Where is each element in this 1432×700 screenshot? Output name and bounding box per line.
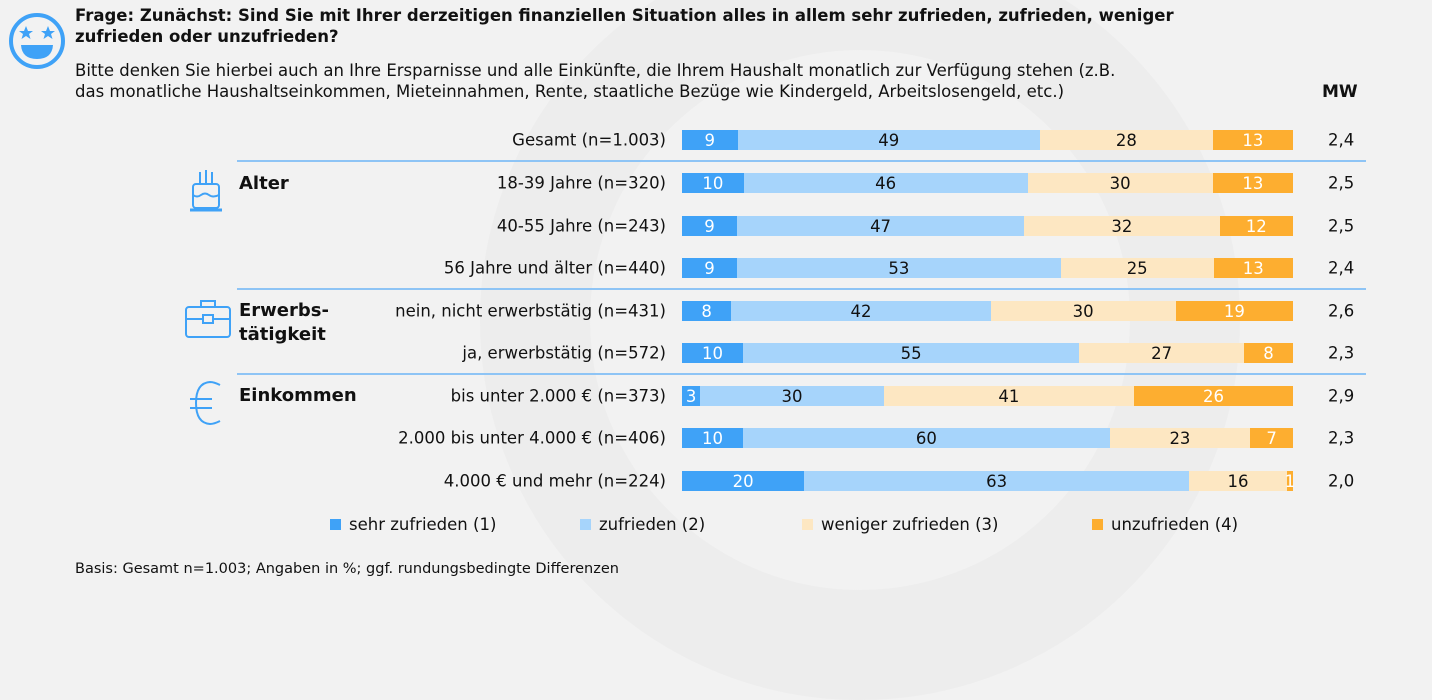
mean-value: 2,3 [1328, 343, 1355, 363]
bar-segment: 60 [743, 428, 1110, 448]
stacked-bar: 10 60 23 7 [682, 428, 1293, 448]
mean-value: 2,5 [1328, 216, 1355, 236]
row-label: bis unter 2.000 € (n=373) [450, 386, 666, 406]
legend-label: zufrieden (2) [599, 515, 706, 534]
stacked-bar: 9 49 28 13 [682, 130, 1293, 150]
bar-segment: 12 [1219, 216, 1293, 236]
bar-segment: 55 [743, 343, 1080, 363]
bar-segment: 3 [682, 386, 701, 406]
mean-value: 2,3 [1328, 428, 1355, 448]
row-label: 4.000 € und mehr (n=224) [443, 471, 666, 491]
legend-item: sehr zufrieden (1) [330, 515, 580, 534]
row-label: 40-55 Jahre (n=243) [496, 216, 666, 236]
bar-segment: 10 [682, 173, 744, 193]
legend: sehr zufrieden (1) zufrieden (2) weniger z… [330, 515, 1262, 534]
bar-segment: 28 [1039, 130, 1213, 150]
mean-value: 2,6 [1328, 301, 1355, 321]
footnote: Basis: Gesamt n=1.003; Angaben in %; ggf… [75, 561, 619, 577]
bar-segment: 10 [682, 343, 744, 363]
row-label: ja, erwerbstätig (n=572) [462, 343, 666, 363]
group-label-alter: Alter [239, 173, 289, 194]
row-label: 18-39 Jahre (n=320) [496, 173, 666, 193]
bar-segment: 7 [1250, 428, 1293, 448]
mean-value: 2,9 [1328, 386, 1355, 406]
stacked-bar: 8 42 30 19 [682, 301, 1293, 321]
birthday-cake-icon [190, 170, 222, 212]
legend-label: sehr zufrieden (1) [349, 515, 497, 534]
bar-segment: 47 [736, 216, 1025, 236]
legend-item: zufrieden (2) [580, 515, 802, 534]
stacked-bar: 20 63 16 1 [682, 471, 1296, 491]
mean-value-header: MW [1322, 82, 1358, 102]
starry-eyed-smiley-icon [9, 13, 65, 69]
euro-icon [190, 380, 221, 426]
mean-value: 2,4 [1328, 130, 1355, 150]
legend-label: unzufrieden (4) [1111, 515, 1239, 534]
bar-segment: 1 [1284, 471, 1296, 491]
mean-value: 2,0 [1328, 471, 1355, 491]
bar-segment: 13 [1212, 173, 1293, 193]
bar-segment: 9 [682, 130, 738, 150]
legend-swatch [1092, 519, 1103, 530]
legend-label: weniger zufrieden (3) [821, 515, 999, 534]
stacked-bar: 3 30 41 26 [682, 386, 1293, 406]
legend-swatch [330, 519, 341, 530]
question-note: Bitte denken Sie hierbei auch an Ihre Er… [75, 61, 1116, 101]
legend-item: weniger zufrieden (3) [802, 515, 1092, 534]
row-label: Gesamt (n=1.003) [512, 130, 666, 150]
stacked-bar: 9 47 32 12 [682, 216, 1293, 236]
bar-segment: 63 [804, 471, 1190, 491]
divider [237, 160, 1366, 162]
bar-segment: 23 [1109, 428, 1251, 448]
bar-segment: 30 [700, 386, 884, 406]
bar-segment: 30 [990, 301, 1176, 321]
stacked-bar: 9 53 25 13 [682, 258, 1293, 278]
bar-segment: 10 [682, 428, 744, 448]
bar-segment: 8 [682, 301, 732, 321]
legend-item: unzufrieden (4) [1092, 515, 1262, 534]
bar-segment: 13 [1213, 258, 1293, 278]
bar-segment: 42 [731, 301, 991, 321]
bar-segment: 32 [1024, 216, 1220, 236]
mean-value: 2,5 [1328, 173, 1355, 193]
legend-swatch [802, 519, 813, 530]
bar-segment: 20 [682, 471, 805, 491]
briefcase-icon [185, 300, 231, 338]
bar-segment: 8 [1244, 343, 1293, 363]
group-label-erwerbstaetigkeit: Erwerbs- tätigkeit [239, 300, 329, 345]
stacked-bar: 10 55 27 8 [682, 343, 1293, 363]
stacked-bar: 10 46 30 13 [682, 173, 1293, 193]
bar-segment: 26 [1134, 386, 1293, 406]
bar-segment: 19 [1175, 301, 1293, 321]
bar-segment: 16 [1189, 471, 1287, 491]
row-label: 2.000 bis unter 4.000 € (n=406) [398, 428, 666, 448]
group-label-einkommen: Einkommen [239, 385, 357, 406]
bar-segment: 53 [736, 258, 1061, 278]
legend-swatch [580, 519, 591, 530]
bar-segment: 13 [1212, 130, 1293, 150]
mean-value: 2,4 [1328, 258, 1355, 278]
bar-segment: 46 [743, 173, 1028, 193]
row-label: 56 Jahre und älter (n=440) [443, 258, 666, 278]
bar-segment: 9 [682, 216, 737, 236]
bar-segment: 30 [1027, 173, 1213, 193]
row-label: nein, nicht erwerbstätig (n=431) [395, 301, 666, 321]
divider [237, 373, 1366, 375]
bar-segment: 27 [1079, 343, 1245, 363]
bar-segment: 41 [883, 386, 1135, 406]
question-title: Frage: Zunächst: Sind Sie mit Ihrer derz… [75, 6, 1174, 46]
bar-segment: 25 [1060, 258, 1214, 278]
bar-segment: 49 [737, 130, 1040, 150]
bar-segment: 9 [682, 258, 737, 278]
divider [237, 288, 1366, 290]
